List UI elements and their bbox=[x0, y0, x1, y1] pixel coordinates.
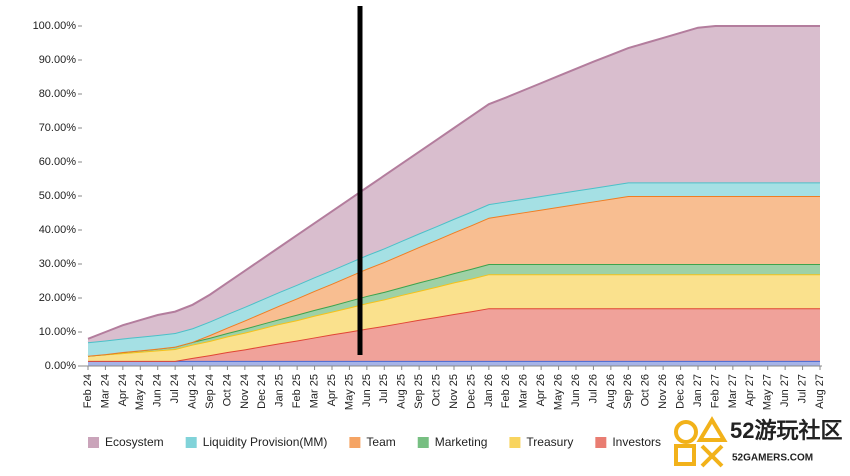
y-tick-label: 10.00% bbox=[39, 326, 77, 338]
legend-label: Team bbox=[366, 435, 395, 449]
y-tick-label: 50.00% bbox=[39, 190, 77, 202]
area bbox=[88, 264, 820, 356]
x-tick-label: Jun 26 bbox=[570, 374, 582, 407]
y-tick-label: 40.00% bbox=[39, 224, 77, 236]
area-line bbox=[87, 25, 820, 340]
x-tick-label: May 25 bbox=[343, 374, 355, 410]
x-tick-label: Jul 27 bbox=[796, 374, 808, 403]
x-tick-label: Apr 24 bbox=[117, 374, 129, 406]
area bbox=[88, 182, 820, 356]
x-tick-label: Feb 24 bbox=[82, 374, 94, 408]
x-tick-label: May 27 bbox=[762, 374, 774, 410]
plot-area: 0.00% 10.00% 20.00% 30.00% 40.00% 50.00% 60.00… bbox=[33, 20, 826, 449]
y-tick-label: 100.00% bbox=[33, 20, 77, 32]
x-tick-label: Aug 27 bbox=[814, 374, 826, 409]
x-tick-label: Jun 24 bbox=[152, 374, 164, 407]
x-tick-label: Aug 26 bbox=[605, 374, 617, 409]
legend-label: Liquidity Provision(MM) bbox=[203, 435, 328, 449]
x-tick-label: Jan 27 bbox=[692, 374, 704, 407]
watermark-url: 52GAMERS.COM bbox=[732, 453, 813, 464]
x-tick-label: Jun 27 bbox=[779, 374, 791, 407]
x-tick-label: Oct 26 bbox=[640, 374, 652, 406]
x-tick-label: Feb 27 bbox=[709, 374, 721, 408]
legend-swatch bbox=[88, 437, 99, 448]
x-tick-label: Jul 25 bbox=[378, 374, 390, 403]
y-tick-label: 70.00% bbox=[39, 122, 77, 134]
legend-label: Treasury bbox=[526, 435, 573, 449]
area bbox=[88, 26, 820, 343]
legend-swatch bbox=[595, 437, 607, 448]
area bbox=[88, 360, 820, 366]
x-tick-label: May 26 bbox=[552, 374, 564, 410]
x-tick-label: Dec 26 bbox=[674, 374, 686, 409]
x-tick-label: Mar 26 bbox=[518, 374, 530, 408]
x-tick-label: Feb 25 bbox=[291, 374, 303, 408]
x-tick-label: Nov 24 bbox=[239, 374, 251, 409]
watermark-title: 52游玩社区 bbox=[730, 418, 842, 443]
x-tick-label: Sep 24 bbox=[204, 374, 216, 409]
x-tick-label: Dec 24 bbox=[256, 374, 268, 409]
x-tick-label: Dec 25 bbox=[465, 374, 477, 409]
x-tick-label: Aug 25 bbox=[396, 374, 408, 409]
watermark-icon bbox=[674, 420, 698, 444]
x-tick-label: Feb 26 bbox=[500, 374, 512, 408]
area bbox=[88, 308, 820, 361]
area bbox=[88, 196, 820, 356]
y-tick-label: 60.00% bbox=[39, 156, 77, 168]
x-tick-label: Jul 24 bbox=[169, 374, 181, 403]
legend-swatch bbox=[185, 437, 197, 448]
x-tick-label: Nov 25 bbox=[448, 374, 460, 409]
x-tick-label: May 24 bbox=[134, 374, 146, 410]
x-tick-label: Sep 26 bbox=[622, 374, 634, 409]
x-tick-label: Oct 25 bbox=[430, 374, 442, 406]
legend-label: Investors bbox=[612, 435, 661, 449]
x-tick-label: Aug 24 bbox=[186, 374, 198, 409]
x-tick-label: Mar 25 bbox=[308, 374, 320, 408]
y-tick-label: 0.00% bbox=[45, 360, 76, 372]
legend-swatch bbox=[509, 437, 521, 448]
x-tick-label: Nov 26 bbox=[657, 374, 669, 409]
watermark-icon bbox=[696, 416, 728, 442]
x-tick-label: Jan 26 bbox=[483, 374, 495, 407]
x-tick-label: Apr 25 bbox=[326, 374, 338, 406]
legend-label: Ecosystem bbox=[105, 435, 164, 449]
y-tick-label: 20.00% bbox=[39, 292, 77, 304]
x-tick-label: Apr 27 bbox=[744, 374, 756, 406]
legend-swatch bbox=[349, 437, 361, 448]
legend-label: Marketing bbox=[435, 435, 488, 449]
x-tick-label: Jul 26 bbox=[587, 374, 599, 403]
y-tick-label: 80.00% bbox=[39, 88, 77, 100]
watermark-icon bbox=[700, 444, 724, 468]
x-tick-label: Mar 24 bbox=[99, 374, 111, 408]
x-tick-label: Apr 26 bbox=[535, 374, 547, 406]
legend-swatch bbox=[417, 437, 429, 448]
x-tick-label: Jan 25 bbox=[274, 374, 286, 407]
watermark: 52游玩社区 52GAMERS.COM bbox=[674, 416, 842, 468]
x-tick-label: Mar 27 bbox=[727, 374, 739, 408]
x-tick-label: Jun 25 bbox=[361, 374, 373, 407]
watermark-icon bbox=[674, 444, 696, 466]
x-tick-label: Oct 24 bbox=[221, 374, 233, 406]
y-tick-label: 30.00% bbox=[39, 258, 77, 270]
x-tick-label: Sep 25 bbox=[413, 374, 425, 409]
y-tick-label: 90.00% bbox=[39, 54, 77, 66]
area bbox=[88, 274, 820, 361]
